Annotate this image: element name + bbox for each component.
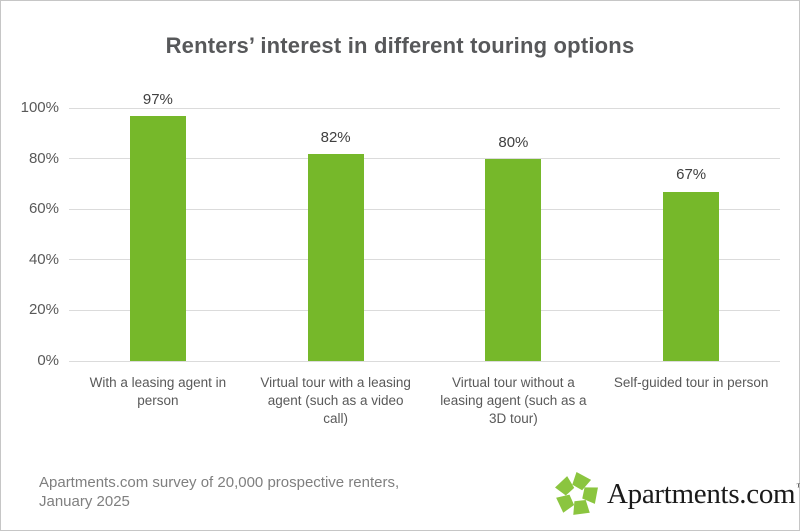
category-label-3: Virtual tour without a leasing agent (suc… [440, 375, 587, 426]
y-tick-label: 60% [28, 200, 59, 218]
y-axis: 100% 80% 60% 40% 20% 0% [1, 99, 59, 369]
gridline-20 [69, 309, 780, 311]
source-note-line2: January 2025 [39, 493, 130, 510]
y-tick-label: 20% [28, 301, 59, 319]
value-label-4: 67% [676, 166, 707, 184]
bar-3 [485, 158, 542, 361]
source-note-line1: Apartments.com survey of 20,000 prospect… [39, 474, 400, 491]
y-tick-label: 0% [37, 352, 59, 369]
category-label-2: Virtual tour with a leasing agent (such a… [260, 375, 411, 426]
y-tick-label: 40% [28, 250, 59, 268]
bar-2 [307, 153, 364, 361]
y-tick-label: 100% [20, 99, 59, 116]
value-label-3: 80% [498, 133, 529, 151]
category-label-4: Self-guided tour in person [613, 375, 769, 390]
category-label-1: With a leasing agent in person [89, 375, 227, 408]
apartments-wordmark-text: Apartments.com [607, 477, 796, 510]
source-note: Apartments.com survey of 20,000 prospect… [39, 473, 399, 511]
gridline-60 [69, 208, 780, 210]
apartments-wordmark: Apartments.com™ [607, 478, 800, 511]
gridline-0 [69, 360, 780, 362]
apartments-pinwheel-icon [555, 471, 598, 515]
plot-area: 97% With a leasing agent in person 82% Virtu… [69, 91, 780, 426]
gridline-100 [69, 107, 780, 109]
trademark-symbol: ™ [796, 482, 800, 493]
gridline-40 [69, 259, 780, 261]
bar-4 [663, 191, 720, 361]
y-tick-label: 80% [28, 149, 59, 167]
apartments-logo: Apartments.com™ [553, 465, 800, 523]
value-label-1: 97% [142, 90, 173, 108]
gridline-80 [69, 158, 780, 160]
value-label-2: 82% [320, 128, 351, 146]
bar-1 [129, 115, 186, 361]
chart-title: Renters’ interest in different touring o… [165, 33, 635, 58]
